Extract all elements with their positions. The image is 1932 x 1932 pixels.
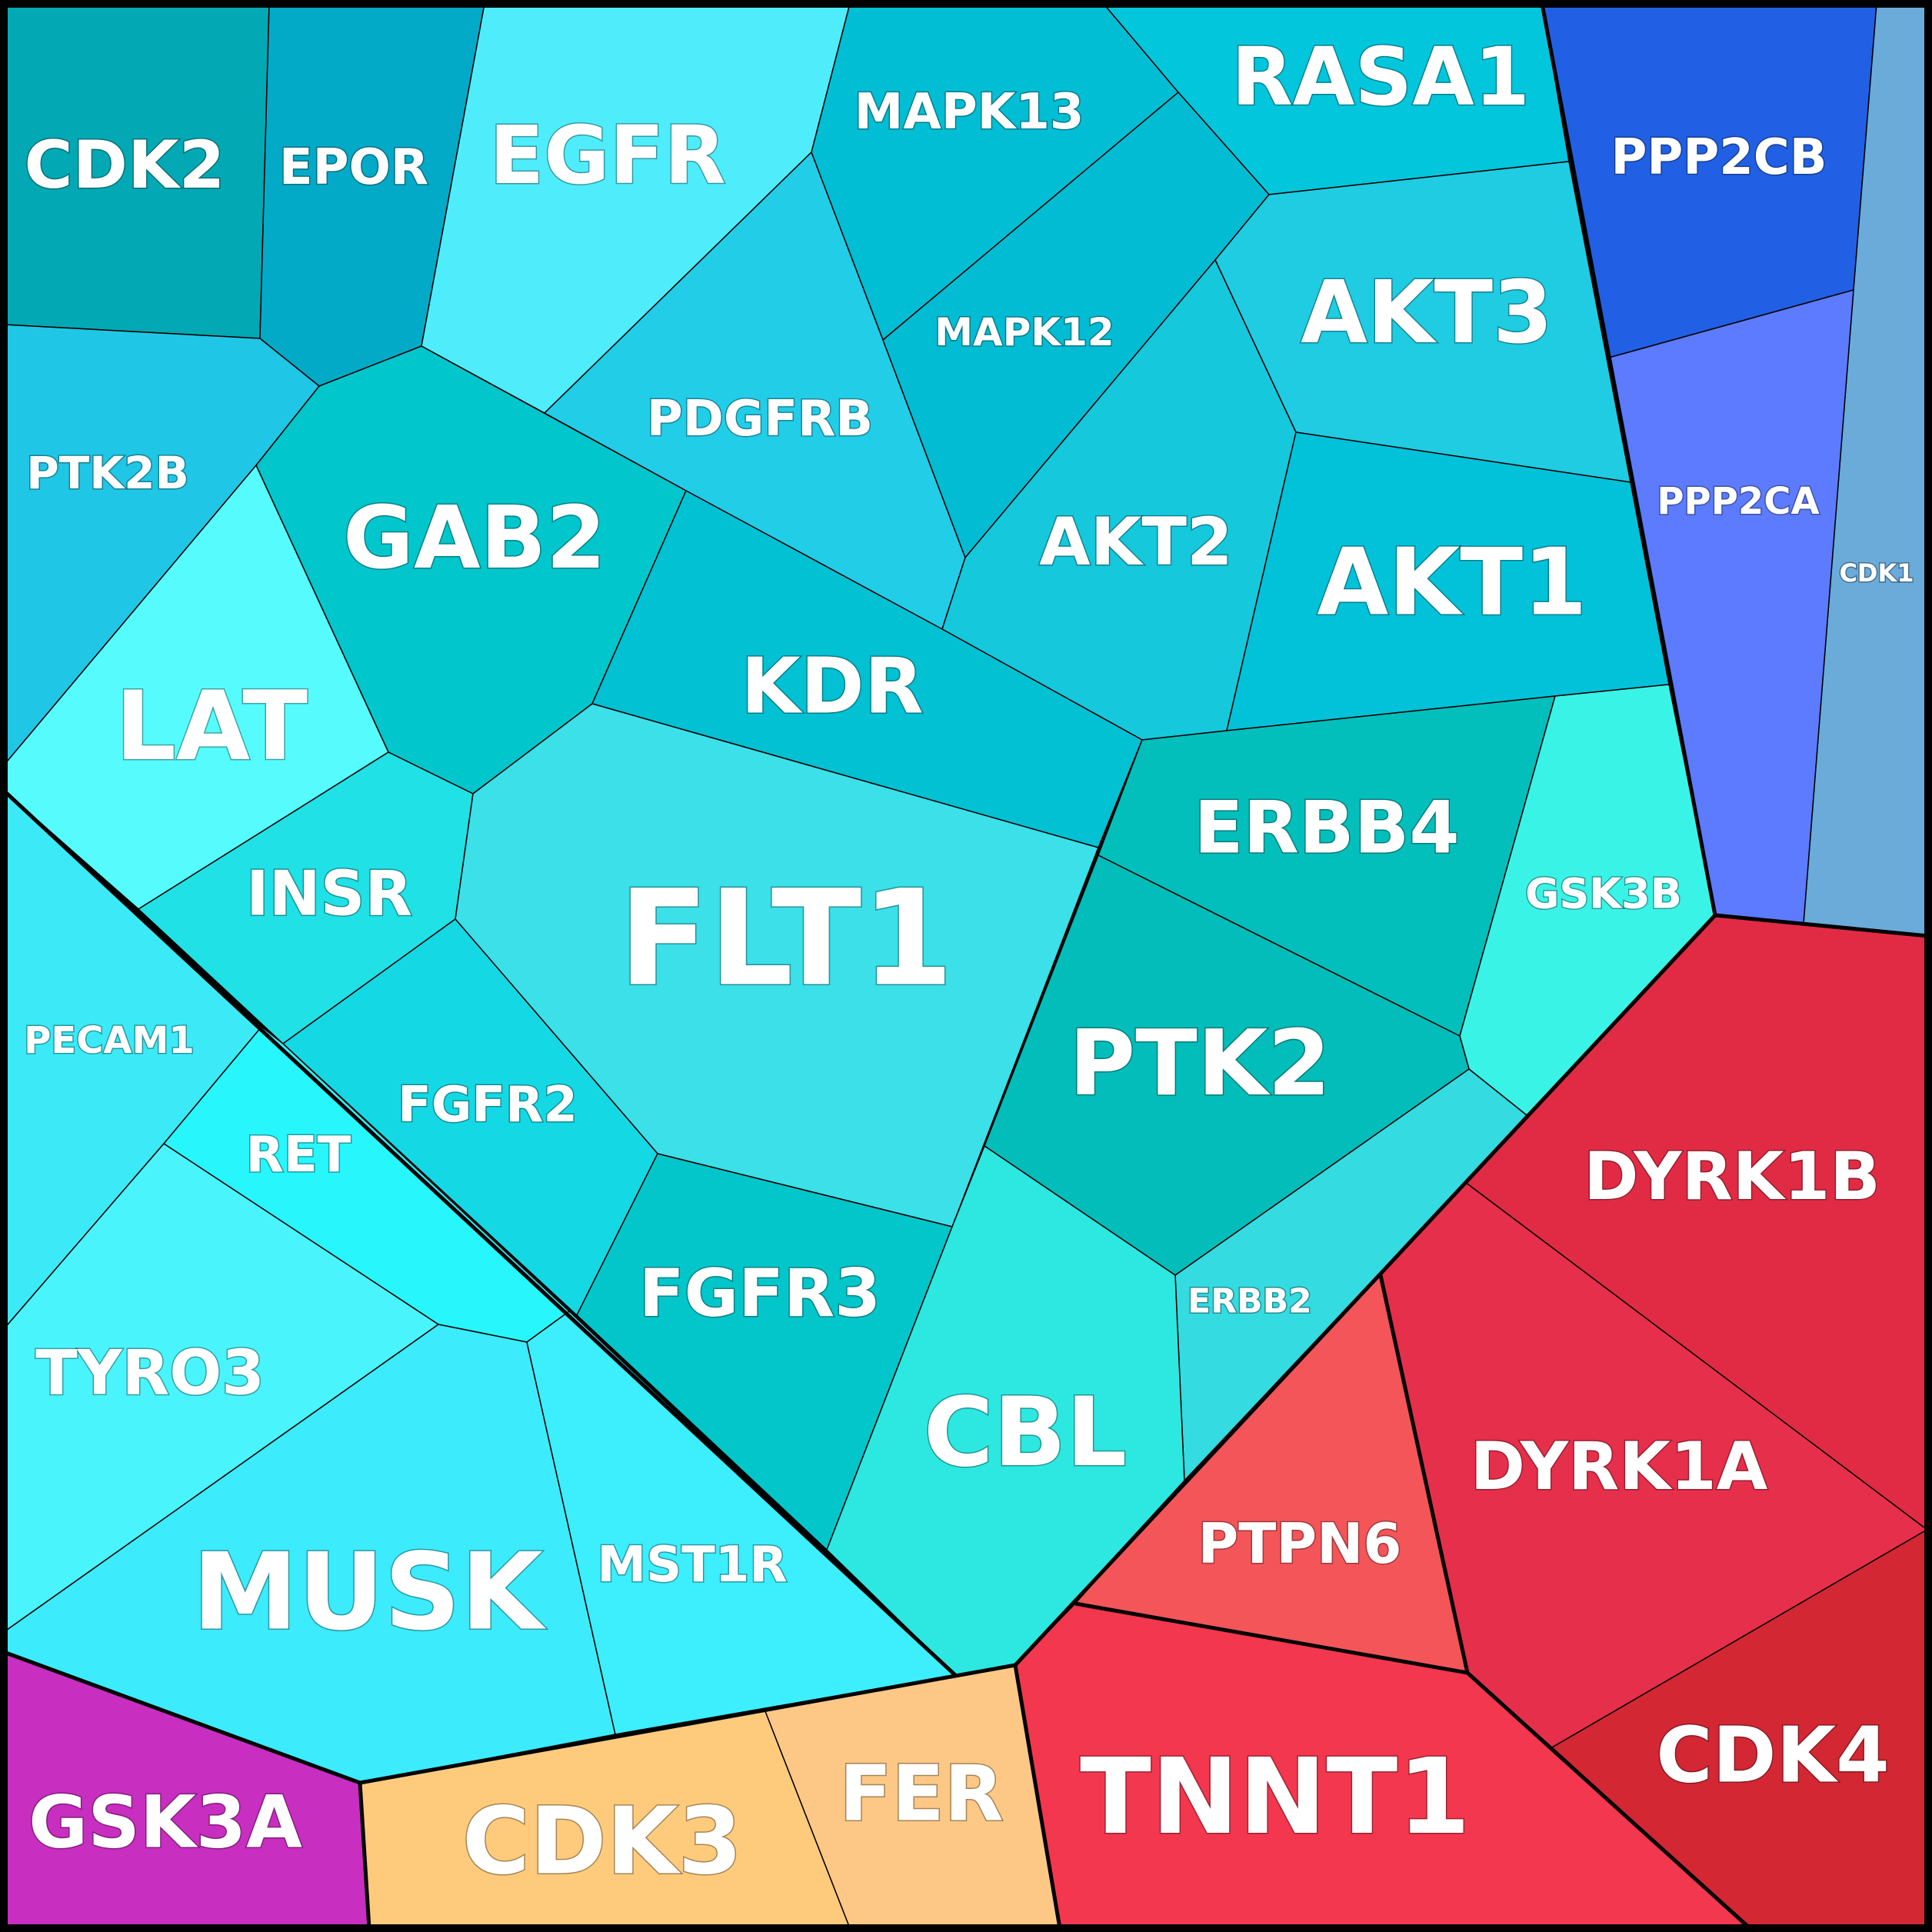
label-pecam1: PECAM1 — [24, 1019, 195, 1062]
label-cdk2: CDK2 — [25, 127, 225, 204]
label-akt2: AKT2 — [1039, 504, 1233, 581]
label-mst1r: MST1R — [597, 1537, 787, 1594]
label-flt1: FLT1 — [618, 861, 954, 1016]
cell-kdr — [591, 489, 1143, 848]
label-cdk1: CDK1 — [1839, 558, 1914, 588]
label-rasa1: RASA1 — [1231, 30, 1530, 124]
group-border-6 — [358, 1782, 371, 1929]
label-ppp2ca: PPP2CA — [1657, 480, 1819, 523]
label-egfr: EGFR — [489, 108, 726, 202]
label-ret: RET — [246, 1127, 351, 1184]
cell-lat — [3, 464, 389, 910]
group-border-2 — [1014, 914, 1717, 1667]
label-fer: FER — [839, 1749, 1004, 1839]
label-tnnt1: TNNT1 — [1080, 1737, 1471, 1858]
label-akt3: AKT3 — [1301, 263, 1553, 363]
label-kdr: KDR — [741, 641, 924, 731]
label-fgfr3: FGFR3 — [639, 1255, 881, 1332]
group-border-9 — [1074, 1601, 1468, 1675]
group-borders — [2, 3, 1929, 1930]
group-border-4 — [2, 789, 957, 1677]
group-border-7 — [1013, 1664, 1062, 1929]
label-dyrk1a: DYRK1A — [1471, 1428, 1768, 1505]
label-akt1: AKT1 — [1317, 530, 1587, 637]
label-lat: LAT — [115, 671, 308, 782]
label-cdk4: CDK4 — [1656, 1710, 1889, 1800]
label-ptk2: PTK2 — [1069, 1010, 1331, 1116]
group-border-0 — [1540, 3, 1717, 916]
label-ptk2b: PTK2B — [26, 447, 189, 499]
label-tyro3: TYRO3 — [35, 1337, 265, 1409]
label-cbl: CBL — [924, 1377, 1128, 1488]
label-gsk3b: GSK3B — [1525, 870, 1682, 918]
label-mapk13: MAPK13 — [854, 84, 1084, 141]
label-fgfr2: FGFR2 — [398, 1077, 578, 1134]
label-epor: EPOR — [279, 139, 428, 196]
label-erbb4: ERBB4 — [1194, 787, 1459, 871]
label-musk: MUSK — [192, 1531, 547, 1654]
label-ppp2cb: PPP2CB — [1611, 129, 1827, 186]
label-pdgfrb: PDGFRB — [647, 391, 873, 448]
label-insr: INSR — [246, 858, 412, 930]
label-mapk12: MAPK12 — [934, 310, 1114, 355]
label-erbb2: ERBB2 — [1188, 1282, 1312, 1321]
cells-layer — [3, 3, 1929, 1929]
group-border-1 — [1714, 913, 1929, 938]
label-dyrk1b: DYRK1B — [1584, 1138, 1880, 1215]
label-gab2: GAB2 — [343, 488, 606, 588]
labels-layer: CDK2 EPOR EGFR MAPK13 RASA1 PPP2CB CDK1 PTK2B PD… — [23, 29, 1915, 1897]
label-ptpn6: PTPN6 — [1198, 1511, 1401, 1576]
label-cdk3: CDK3 — [462, 1789, 742, 1896]
label-gsk3a: GSK3A — [28, 1781, 302, 1865]
